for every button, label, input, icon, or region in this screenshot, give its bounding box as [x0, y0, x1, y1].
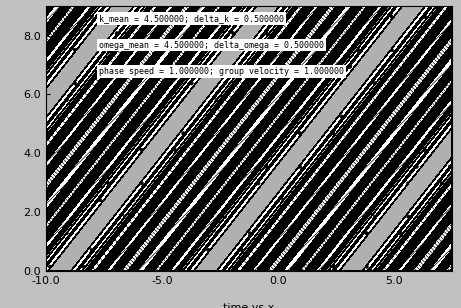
Point [274, 269, 282, 274]
Point [274, 269, 282, 274]
Text: k_mean = 4.500000; delta_k = 0.500000: k_mean = 4.500000; delta_k = 0.500000 [99, 14, 284, 23]
Text: time vs x: time vs x [223, 303, 275, 308]
Point [274, 269, 282, 274]
Point [274, 269, 282, 274]
Point [274, 269, 282, 274]
Text: omega_mean = 4.500000; delta_omega = 0.500000: omega_mean = 4.500000; delta_omega = 0.5… [99, 41, 324, 50]
Point [274, 269, 282, 274]
Point [274, 269, 282, 274]
Point [274, 269, 282, 274]
Point [274, 269, 282, 274]
Text: phase speed = 1.000000; group velocity = 1.000000: phase speed = 1.000000; group velocity =… [99, 67, 344, 76]
